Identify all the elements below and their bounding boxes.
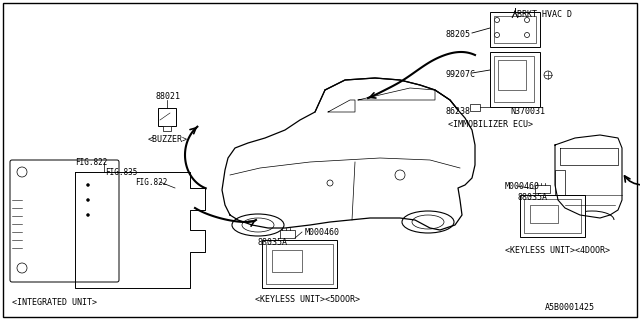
Circle shape xyxy=(327,180,333,186)
FancyBboxPatch shape xyxy=(10,160,119,282)
Text: 99207C: 99207C xyxy=(446,70,476,79)
Circle shape xyxy=(525,18,529,22)
Circle shape xyxy=(525,33,529,37)
Text: N370031: N370031 xyxy=(510,107,545,116)
Text: 88035A: 88035A xyxy=(258,238,288,247)
Ellipse shape xyxy=(412,215,444,229)
Text: <KEYLESS UNIT><4DOOR>: <KEYLESS UNIT><4DOOR> xyxy=(505,246,610,255)
Circle shape xyxy=(495,33,499,37)
Text: <INTEGRATED UNIT>: <INTEGRATED UNIT> xyxy=(12,298,97,307)
Text: 86238: 86238 xyxy=(446,107,471,116)
Text: FIG.822: FIG.822 xyxy=(135,178,168,187)
Bar xyxy=(535,185,550,193)
Bar xyxy=(163,126,171,131)
Text: BRKT HVAC D: BRKT HVAC D xyxy=(517,10,572,19)
Bar xyxy=(494,16,536,43)
Bar xyxy=(280,230,295,238)
Bar xyxy=(498,60,526,90)
Text: M000460: M000460 xyxy=(505,182,540,191)
Bar xyxy=(272,250,302,272)
Bar xyxy=(530,205,558,223)
Bar xyxy=(158,108,176,126)
Bar xyxy=(266,244,333,284)
Circle shape xyxy=(86,183,90,187)
Text: <KEYLESS UNIT><5DOOR>: <KEYLESS UNIT><5DOOR> xyxy=(255,295,360,304)
Circle shape xyxy=(495,18,499,22)
Circle shape xyxy=(395,170,405,180)
Circle shape xyxy=(17,263,27,273)
Bar xyxy=(494,56,534,102)
Ellipse shape xyxy=(232,214,284,236)
Text: 88205: 88205 xyxy=(446,30,471,39)
Bar xyxy=(470,104,480,111)
Text: FIG.835: FIG.835 xyxy=(105,168,138,177)
Text: 88035A: 88035A xyxy=(518,193,548,202)
Text: <BUZZER>: <BUZZER> xyxy=(148,135,188,144)
Circle shape xyxy=(17,167,27,177)
Ellipse shape xyxy=(402,211,454,233)
Circle shape xyxy=(86,213,90,217)
Ellipse shape xyxy=(242,218,274,232)
Bar xyxy=(490,12,540,47)
Text: A5B0001425: A5B0001425 xyxy=(545,303,595,312)
Bar xyxy=(524,199,581,233)
Bar xyxy=(490,52,540,107)
Bar xyxy=(262,240,337,288)
Text: FIG.822: FIG.822 xyxy=(75,158,108,167)
Text: <IMMOBILIZER ECU>: <IMMOBILIZER ECU> xyxy=(448,120,533,129)
Circle shape xyxy=(544,71,552,79)
Text: M000460: M000460 xyxy=(305,228,340,237)
Bar xyxy=(555,170,565,200)
Bar xyxy=(520,195,585,237)
Circle shape xyxy=(86,198,90,202)
Text: 88021: 88021 xyxy=(155,92,180,101)
